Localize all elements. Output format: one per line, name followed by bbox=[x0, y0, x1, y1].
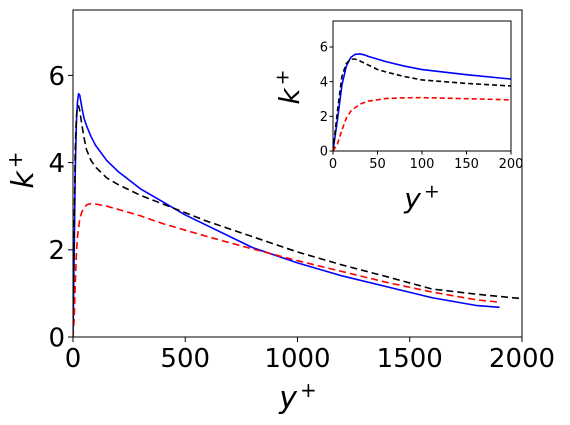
main-y-tick-label: 6 bbox=[48, 62, 65, 92]
inset-y-tick-label: 0 bbox=[320, 145, 328, 160]
inset-plot: 0 50 100 150 200 0 2 4 6 y + k+ bbox=[272, 20, 524, 215]
main-y-tick-label: 4 bbox=[48, 149, 65, 179]
inset-x-tick-label: 100 bbox=[410, 157, 435, 172]
main-y-tick-label: 0 bbox=[48, 323, 65, 353]
inset-series-line-0 bbox=[333, 53, 511, 151]
inset-x-tick-label: 0 bbox=[329, 157, 337, 172]
main-x-tick-label: 0 bbox=[65, 344, 82, 374]
inset-x-tick-label: 150 bbox=[454, 157, 479, 172]
inset-axes-frame bbox=[332, 20, 512, 152]
inset-x-tick-label: 50 bbox=[369, 157, 386, 172]
main-x-tick-label: 1000 bbox=[264, 344, 330, 374]
inset-series-line-1 bbox=[333, 58, 511, 151]
main-axes-frame bbox=[72, 9, 523, 338]
main-y-axis-label: k+ bbox=[3, 151, 41, 188]
main-y-tick-label: 2 bbox=[48, 236, 65, 266]
inset-y-axis-label: k+ bbox=[272, 69, 306, 104]
inset-y-tick-label: 2 bbox=[320, 110, 328, 125]
main-x-axis-label: y + bbox=[278, 378, 317, 416]
inset-x-tick-label: 200 bbox=[499, 157, 524, 172]
main-x-tick-label: 1500 bbox=[377, 344, 443, 374]
main-x-tick-label: 500 bbox=[160, 344, 210, 374]
main-series-line-0 bbox=[73, 92, 500, 337]
main-series-line-1 bbox=[73, 105, 522, 337]
main-series-line-2 bbox=[73, 202, 500, 337]
inset-x-axis-label: y + bbox=[403, 181, 440, 215]
inset-series-line-2 bbox=[333, 96, 511, 151]
main-x-tick-label: 2000 bbox=[489, 344, 555, 374]
inset-y-tick-label: 6 bbox=[320, 41, 328, 56]
inset-y-tick-label: 4 bbox=[320, 75, 328, 90]
